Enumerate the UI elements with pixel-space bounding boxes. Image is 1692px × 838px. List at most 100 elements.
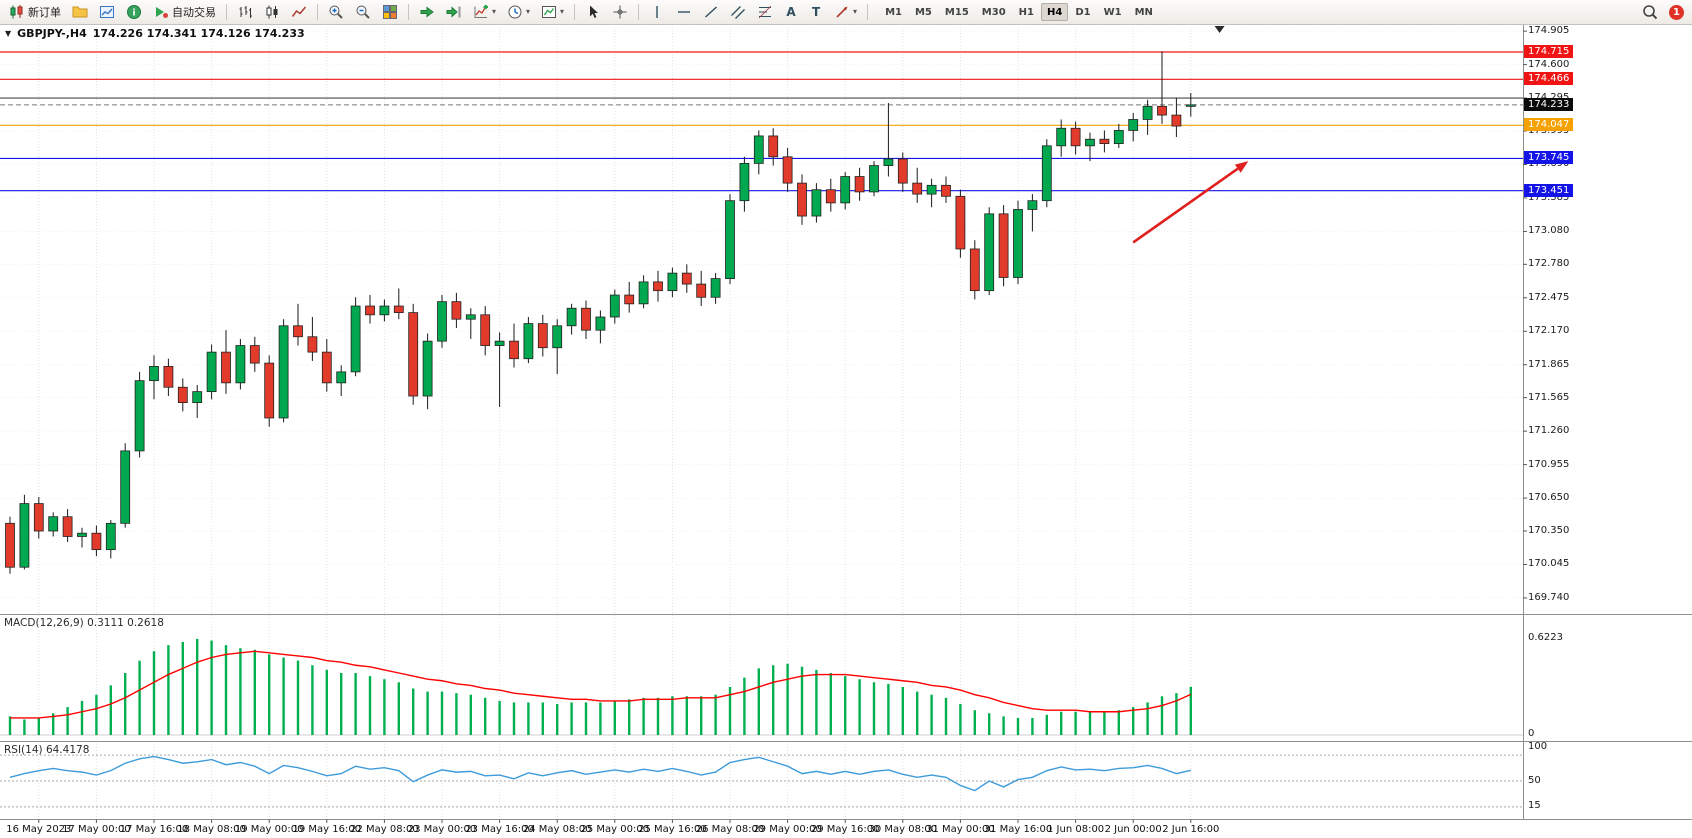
timeframe-button-m1[interactable]: M1 <box>879 3 908 21</box>
bar-chart-button[interactable] <box>232 2 258 22</box>
rsi-indicator <box>0 754 1523 808</box>
candle <box>681 272 692 285</box>
auto-scroll-button[interactable] <box>414 2 440 22</box>
rsi-axis-label-15: 15 <box>1528 800 1541 811</box>
candle <box>725 200 735 279</box>
vertical-line-tool-button[interactable] <box>644 2 670 22</box>
line-chart-button[interactable] <box>286 2 312 22</box>
annotation-arrow[interactable] <box>1132 161 1249 244</box>
horizontal-line-tool-button[interactable] <box>671 2 697 22</box>
candle <box>278 325 289 419</box>
candle <box>134 380 145 452</box>
candle <box>739 162 750 202</box>
arrows-tool-button[interactable]: ▾ <box>829 2 862 22</box>
cursor-button[interactable] <box>580 2 606 22</box>
chevron-down-icon: ▾ <box>492 7 497 16</box>
price-axis-label: 174.295 <box>1528 92 1570 104</box>
indicators-icon <box>474 4 488 18</box>
candle <box>624 294 635 305</box>
candle <box>696 283 707 298</box>
zoom-out-icon <box>356 5 370 19</box>
label-tool-icon: T <box>811 5 821 19</box>
timeframe-button-m15[interactable]: M15 <box>939 3 975 21</box>
candle <box>293 325 303 338</box>
timeframe-button-h4[interactable]: H4 <box>1040 3 1069 21</box>
candle <box>249 345 260 364</box>
zoom-in-button[interactable] <box>323 2 349 22</box>
ohlc-values: 174.226 174.341 174.126 174.233 <box>92 27 305 40</box>
candle <box>609 294 620 318</box>
templates-button[interactable]: ▾ <box>536 2 569 22</box>
bar-chart-icon <box>239 6 252 18</box>
candle <box>869 165 879 193</box>
arrow-tool-icon <box>836 6 848 18</box>
channel-icon <box>731 6 746 19</box>
timeframe-button-mn[interactable]: MN <box>1129 3 1159 21</box>
fibonacci-tool-button[interactable] <box>752 2 778 22</box>
time-axis-label: 1 Jun 08:00 <box>1047 824 1105 835</box>
tile-windows-button[interactable] <box>377 2 403 22</box>
collapse-triangle-icon[interactable]: ▼ <box>5 29 12 38</box>
candle <box>1041 145 1052 202</box>
candle <box>379 305 390 316</box>
price-axis-label: 173.690 <box>1528 158 1570 170</box>
toolbar: 新订单 i 自动交易 <box>0 0 1692 25</box>
chart-shift-button[interactable] <box>441 2 467 22</box>
candle <box>408 312 419 397</box>
label-tool-button[interactable]: T <box>804 2 828 22</box>
text-tool-icon: A <box>786 5 796 19</box>
time-axis-label: 30 May 08:00 <box>868 824 938 835</box>
notification-badge[interactable]: 1 <box>1669 4 1684 20</box>
candle <box>19 503 30 568</box>
time-axis-label: 16 May 2023 <box>6 824 72 835</box>
trendline-tool-button[interactable] <box>698 2 724 22</box>
candle <box>1113 130 1124 145</box>
candle <box>653 281 663 292</box>
new-order-button[interactable]: 新订单 <box>4 2 66 22</box>
price-axis-label: 172.780 <box>1528 258 1570 270</box>
market-watch-button[interactable] <box>94 2 120 22</box>
tile-windows-icon <box>383 5 397 19</box>
timeframe-button-d1[interactable]: D1 <box>1069 3 1096 21</box>
timeframe-button-m30[interactable]: M30 <box>976 3 1012 21</box>
timeframe-button-m5[interactable]: M5 <box>909 3 938 21</box>
time-axis-label: 23 May 16:00 <box>465 824 534 835</box>
autotrading-button[interactable]: 自动交易 <box>148 2 221 22</box>
price-lines[interactable] <box>0 51 1523 192</box>
zoom-out-button[interactable] <box>350 2 376 22</box>
macd-signal-line <box>10 650 1192 719</box>
candle <box>48 516 59 532</box>
clock-icon <box>508 5 522 19</box>
profiles-button[interactable] <box>67 2 93 22</box>
macd-label: MACD(12,26,9) 0.3111 0.2618 <box>4 617 164 629</box>
candle <box>897 158 908 184</box>
candle <box>509 340 519 360</box>
price-line-badge: 174.466 <box>1524 72 1574 86</box>
price-axis-label: 174.905 <box>1528 25 1570 37</box>
timeframe-button-h1[interactable]: H1 <box>1013 3 1040 21</box>
channel-tool-button[interactable] <box>725 2 751 22</box>
candlestick-chart-button[interactable] <box>259 2 285 22</box>
data-window-button[interactable]: i <box>121 2 147 22</box>
indicators-button[interactable]: ▾ <box>468 2 501 22</box>
chart-shift-marker[interactable] <box>1214 26 1225 33</box>
periods-button[interactable]: ▾ <box>502 2 535 22</box>
candle <box>1085 138 1095 147</box>
crosshair-button[interactable] <box>607 2 633 22</box>
candle <box>1013 209 1023 278</box>
price-axis-label: 171.565 <box>1528 391 1570 403</box>
candle <box>494 340 505 346</box>
current-price-badge: 174.233 <box>1524 97 1574 111</box>
timeframe-button-w1[interactable]: W1 <box>1098 3 1128 21</box>
candle <box>825 189 836 204</box>
candle <box>797 182 807 217</box>
price-axis-label: 171.260 <box>1528 425 1570 437</box>
candle <box>926 184 937 195</box>
search-button[interactable] <box>1637 2 1663 22</box>
text-tool-button[interactable]: A <box>779 2 803 22</box>
time-axis-label: 17 May 16:00 <box>119 824 189 835</box>
candle <box>912 182 923 195</box>
candle <box>120 450 131 524</box>
